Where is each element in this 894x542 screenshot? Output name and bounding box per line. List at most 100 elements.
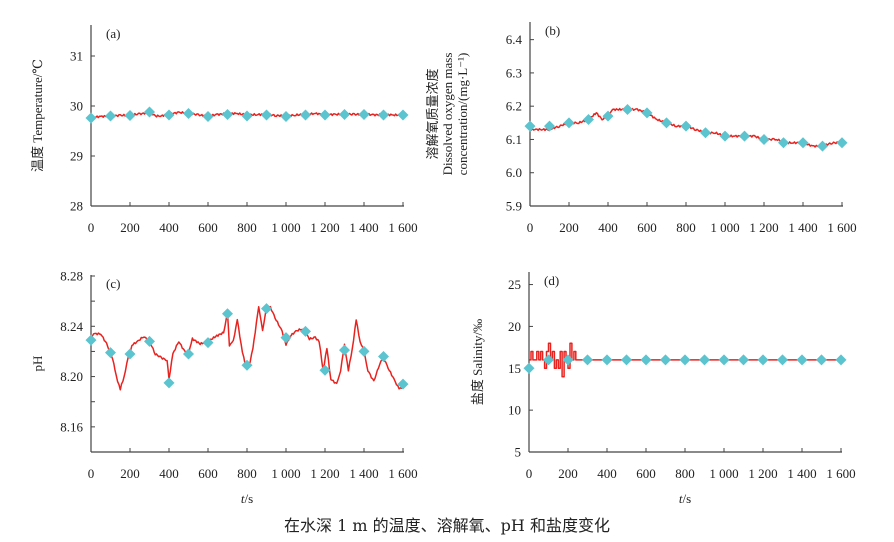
data-point-marker xyxy=(543,354,554,366)
data-point-marker xyxy=(280,111,292,122)
x-tick-label: 1 400 xyxy=(787,466,816,481)
data-point-marker xyxy=(183,348,194,360)
x-tick-label: 200 xyxy=(558,466,578,481)
data-point-marker xyxy=(105,347,116,359)
panel-label: (b) xyxy=(545,23,560,38)
data-point-marker xyxy=(163,377,175,389)
data-point-marker xyxy=(202,337,214,349)
panel-d: 5 10 15 20 25 0 200 400 600 800 1 000 1 200 1 400 1 6… xyxy=(470,272,856,506)
data-point-marker xyxy=(163,109,175,121)
x-tick-label: 600 xyxy=(198,466,218,481)
x-tick-label: 800 xyxy=(676,220,696,235)
y-tick-label: 29 xyxy=(70,149,83,164)
data-point-marker xyxy=(601,354,613,366)
y-tick-label: 8.20 xyxy=(60,369,83,384)
data-point-marker xyxy=(739,130,750,142)
data-point-marker xyxy=(835,354,847,366)
data-point-marker xyxy=(661,117,672,129)
data-point-marker xyxy=(778,137,789,149)
data-point-marker xyxy=(583,113,594,125)
y-tick-label: 28 xyxy=(70,199,83,214)
data-point-marker xyxy=(358,345,370,357)
x-axis-title-var: t xyxy=(679,491,683,506)
data-point-marker xyxy=(85,112,97,124)
data-point-marker xyxy=(319,109,331,121)
data-point-marker xyxy=(679,354,691,366)
x-tick-label: 600 xyxy=(637,220,657,235)
data-point-marker xyxy=(124,110,136,121)
data-point-marker xyxy=(582,354,593,366)
x-tick-label: 1 400 xyxy=(788,220,817,235)
x-tick-label: 1 600 xyxy=(388,220,417,235)
y-tick-label: 6.1 xyxy=(506,132,522,147)
data-point-marker xyxy=(397,378,409,390)
data-point-marker xyxy=(378,109,389,121)
data-point-marker xyxy=(85,334,97,346)
data-point-marker xyxy=(758,133,770,145)
x-tick-label: 800 xyxy=(237,466,257,481)
x-tick-label: 1 000 xyxy=(271,466,300,481)
x-axis-title: t/s xyxy=(241,491,253,506)
panel-label: (c) xyxy=(106,276,120,291)
x-tick-label: 1 600 xyxy=(827,220,856,235)
y-tick-label: 25 xyxy=(508,277,521,292)
x-tick-label: 1 000 xyxy=(709,466,738,481)
data-point-marker xyxy=(738,354,749,366)
data-point-marker xyxy=(563,117,575,129)
y-axis-title: Dissolved oxygen mass xyxy=(440,53,455,176)
data-point-marker xyxy=(660,354,671,366)
data-point-marker xyxy=(680,120,692,132)
data-point-marker xyxy=(105,110,116,122)
data-point-marker xyxy=(757,354,769,366)
data-point-marker xyxy=(817,140,828,152)
x-tick-label: 1 000 xyxy=(710,220,739,235)
panel-b: 5.9 6.0 6.1 6.2 6.3 6.4 0 200 400 600 800 1 000 1 20… xyxy=(425,22,857,235)
y-tick-label: 6.3 xyxy=(506,65,522,80)
x-tick-label: 200 xyxy=(120,220,140,235)
x-tick-label: 1 200 xyxy=(748,466,777,481)
data-point-marker xyxy=(261,109,272,121)
x-axis-title: t/s xyxy=(679,491,691,506)
x-tick-label: 1 400 xyxy=(349,466,378,481)
series-line xyxy=(90,305,404,391)
x-axis-title-unit: /s xyxy=(682,491,691,506)
y-tick-label: 30 xyxy=(70,99,83,114)
y-axis-title: 盐度 Salinity/‰ xyxy=(470,319,485,405)
data-point-marker xyxy=(622,104,633,116)
x-tick-label: 200 xyxy=(120,466,140,481)
data-point-marker xyxy=(397,109,409,121)
panel-label: (d) xyxy=(544,273,559,288)
data-point-marker xyxy=(544,120,555,132)
data-point-marker xyxy=(241,110,253,122)
y-tick-label: 31 xyxy=(70,49,83,64)
data-point-marker xyxy=(358,109,370,120)
y-tick-label: 8.16 xyxy=(60,419,83,434)
x-tick-label: 200 xyxy=(559,220,579,235)
data-point-marker xyxy=(796,354,808,366)
data-point-marker xyxy=(300,109,311,121)
data-point-marker xyxy=(524,120,536,132)
data-point-marker xyxy=(700,127,711,139)
y-tick-label: 5 xyxy=(515,445,522,460)
data-point-marker xyxy=(261,303,272,315)
y-tick-label: 15 xyxy=(508,361,521,376)
data-point-marker xyxy=(699,354,710,366)
data-point-marker xyxy=(719,130,731,142)
y-axis-title: concentration/(mg·L⁻¹) xyxy=(455,53,470,176)
data-point-marker xyxy=(641,107,653,119)
data-point-marker xyxy=(319,364,331,376)
data-point-marker xyxy=(280,332,292,344)
x-tick-label: 800 xyxy=(237,220,257,235)
y-tick-label: 8.24 xyxy=(60,319,83,334)
data-point-marker xyxy=(797,137,809,149)
x-axis-title-var: t xyxy=(241,491,245,506)
y-tick-label: 6.4 xyxy=(506,32,523,47)
data-point-marker xyxy=(339,109,350,120)
panel-c: 8.16 8.20 8.24 8.28 0 200 400 600 800 1 000 1 200 1… xyxy=(30,269,418,507)
y-axis-title: pH xyxy=(30,356,45,372)
data-point-marker xyxy=(621,354,632,366)
data-point-marker xyxy=(222,308,233,320)
x-tick-label: 600 xyxy=(636,466,656,481)
x-tick-label: 1 600 xyxy=(826,466,855,481)
data-point-marker xyxy=(562,354,574,366)
